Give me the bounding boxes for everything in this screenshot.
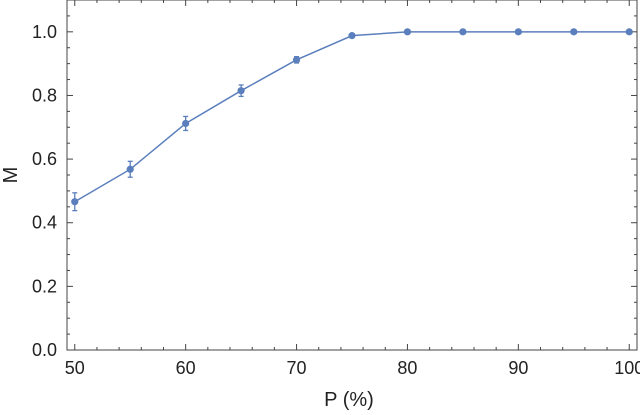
y-tick-label: 1.0 — [32, 22, 57, 42]
x-tick-label: 70 — [287, 358, 307, 378]
y-tick-label: 0.2 — [32, 276, 57, 296]
x-tick-label: 90 — [508, 358, 528, 378]
data-point — [182, 119, 190, 128]
x-axis-label: P (%) — [324, 389, 374, 411]
data-point — [514, 28, 522, 36]
data-point — [403, 28, 412, 36]
x-tick-label: 60 — [176, 358, 196, 378]
data-point — [292, 56, 301, 64]
data-point — [459, 28, 467, 36]
y-tick-label: 0.6 — [32, 149, 57, 169]
series-line — [74, 31, 630, 203]
plot-area — [71, 28, 633, 212]
data-point — [348, 32, 356, 40]
y-tick-label: 0.0 — [32, 340, 57, 360]
y-tick-label: 0.8 — [32, 85, 57, 105]
y-axis: 0.0 0.2 0.4 0.6 0.8 1.0 — [32, 15, 637, 360]
data-point — [126, 165, 134, 173]
plot-frame — [66, 0, 638, 351]
x-axis: 50 60 70 80 90 100 — [65, 0, 640, 378]
x-tick-label: 80 — [397, 358, 417, 378]
x-tick-label: 100 — [614, 358, 640, 378]
data-point — [625, 28, 633, 36]
data-point — [570, 28, 578, 36]
x-tick-label: 50 — [65, 358, 85, 378]
data-point — [71, 198, 79, 206]
y-axis-label: M — [0, 167, 22, 184]
y-tick-label: 0.4 — [32, 213, 57, 233]
data-point — [237, 87, 245, 95]
